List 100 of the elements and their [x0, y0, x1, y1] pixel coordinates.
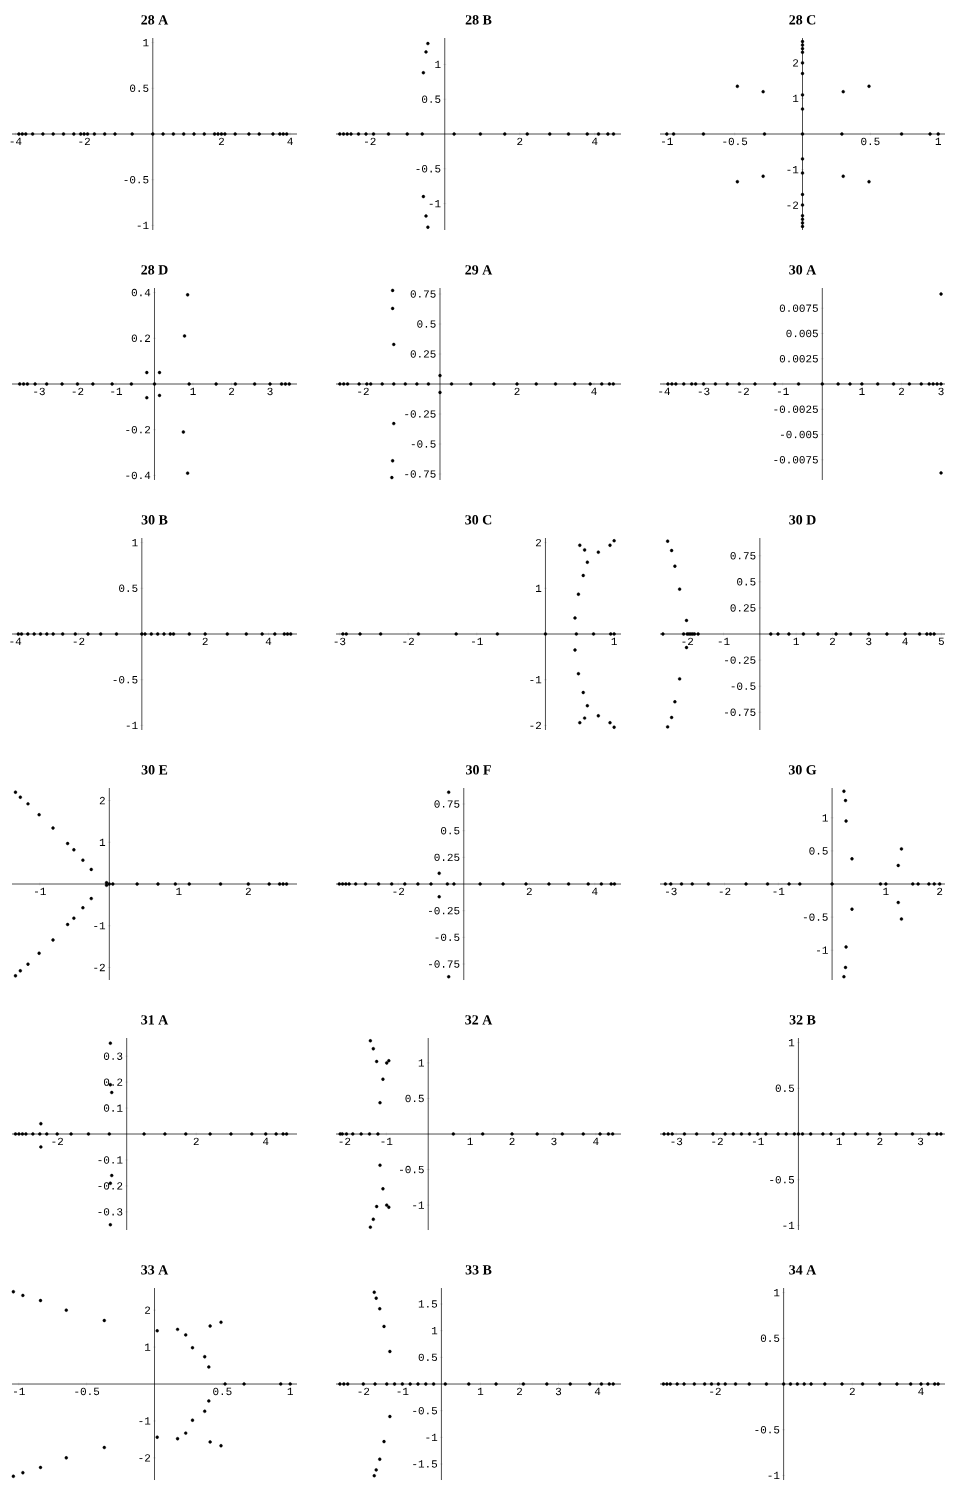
y-tick-label: 1: [774, 1288, 780, 1297]
y-tick-label: 2: [793, 59, 799, 67]
y-tick-label: -0.2: [98, 1182, 123, 1190]
chart-title: 30 A: [789, 265, 817, 275]
x-tick-label: -3: [671, 1137, 683, 1146]
x-tick-label: -1: [381, 1137, 393, 1145]
y-tick-label: -1: [768, 1471, 780, 1480]
x-tick-label: 2: [218, 137, 224, 146]
chart-title: 32 A: [465, 1015, 493, 1025]
x-tick-label: 2: [517, 137, 523, 146]
x-tick-label: -1: [718, 637, 730, 645]
x-tick-label: -2: [712, 1137, 723, 1146]
x-tick-label: 4: [592, 137, 598, 145]
x-tick-label: -2: [358, 1387, 370, 1396]
x-tick-label: 4: [593, 1137, 599, 1145]
x-tick-label: -4: [10, 137, 22, 145]
x-tick-label: -2: [79, 137, 90, 146]
y-tick-label: 0.5: [775, 1084, 795, 1093]
x-tick-label: 1: [611, 637, 617, 645]
y-tick-label: -0.5: [416, 165, 441, 173]
x-tick-label: -3: [334, 637, 346, 646]
x-tick-label: -3: [665, 887, 677, 896]
y-tick-label: -0.5: [411, 440, 436, 448]
y-tick-label: -0.75: [428, 960, 460, 968]
x-tick-label: -2: [364, 137, 376, 146]
y-tick-label: -1: [787, 165, 799, 174]
x-tick-label: 2: [516, 1387, 522, 1396]
y-tick-label: 0.005: [786, 329, 818, 338]
y-tick-label: 0.75: [434, 800, 460, 808]
y-tick-label: 0.2: [131, 334, 151, 343]
y-tick-label: 1: [143, 38, 149, 47]
y-tick-label: 0.25: [410, 350, 436, 358]
x-tick-label: -1: [397, 1387, 409, 1395]
x-tick-label: 1: [190, 387, 196, 395]
x-tick-label: 3: [917, 1137, 924, 1146]
x-tick-label: 1: [836, 1137, 842, 1145]
chart-title: 30 D: [789, 515, 816, 525]
y-tick-label: 1: [145, 1343, 151, 1351]
chart-title: 32 B: [789, 1015, 816, 1025]
y-tick-label: 1: [99, 838, 106, 846]
x-tick-label: 0.5: [861, 137, 880, 146]
x-tick-label: 4: [265, 637, 272, 645]
y-tick-label: 0.5: [417, 320, 436, 328]
x-tick-label: 1: [859, 387, 865, 395]
chart-title: 31 A: [141, 1015, 169, 1025]
y-tick-label: -0.5: [124, 176, 149, 184]
y-tick-label: -1: [817, 946, 828, 954]
y-tick-label: -0.3: [98, 1208, 123, 1216]
y-tick-label: -0.1: [98, 1156, 123, 1164]
y-tick-label: -0.005: [780, 430, 818, 439]
y-tick-label: 0.5: [809, 847, 828, 855]
x-tick-label: 2: [877, 1137, 883, 1146]
x-tick-label: 1: [935, 137, 941, 145]
y-tick-label: 1: [418, 1059, 424, 1067]
y-tick-label: 2: [145, 1306, 151, 1314]
y-tick-label: 1: [132, 538, 138, 547]
y-tick-label: -0.75: [725, 708, 756, 716]
y-tick-label: -1: [783, 1221, 795, 1230]
y-tick-label: 2: [535, 538, 541, 547]
x-tick-label: 5: [938, 637, 944, 646]
chart-title: 33 B: [465, 1265, 492, 1275]
x-tick-label: 2: [937, 887, 943, 896]
y-tick-label: -2: [139, 1454, 151, 1462]
y-tick-label: -0.25: [725, 656, 756, 664]
chart-title: 30 G: [788, 765, 817, 775]
x-tick-label: 2: [514, 387, 520, 396]
y-tick-label: -0.25: [405, 410, 436, 418]
x-tick-label: -4: [10, 637, 22, 645]
x-tick-label: -2: [393, 887, 405, 896]
y-tick-label: -0.5: [400, 1165, 424, 1174]
x-tick-label: 2: [509, 1137, 515, 1146]
y-tick-label: -2: [787, 201, 799, 209]
x-tick-label: 4: [592, 887, 598, 895]
y-tick-label: -0.0075: [774, 456, 818, 464]
y-tick-label: -1: [137, 221, 149, 230]
y-tick-label: 0.75: [410, 290, 436, 298]
x-tick-label: 2: [229, 387, 235, 396]
x-tick-label: 4: [262, 1137, 269, 1145]
y-tick-label: -0.2: [126, 426, 151, 434]
x-tick-label: -2: [358, 387, 369, 396]
y-tick-label: 0.25: [730, 604, 756, 612]
x-tick-label: 4: [591, 387, 597, 395]
y-tick-label: -1.5: [413, 1460, 438, 1468]
x-tick-label: 3: [267, 387, 273, 396]
y-tick-label: -1: [126, 721, 138, 730]
y-tick-label: 0.0075: [779, 304, 818, 312]
y-tick-label: -1: [139, 1417, 151, 1425]
y-tick-label: -0.5: [770, 1176, 795, 1184]
x-tick-label: 2: [202, 637, 208, 646]
y-tick-label: 1: [788, 1038, 795, 1047]
y-tick-label: 0.4: [131, 288, 151, 297]
y-tick-label: 0.25: [434, 853, 460, 862]
x-tick-label: 4: [594, 1387, 601, 1395]
x-tick-label: -4: [659, 387, 670, 395]
chart-title: 30 C: [465, 515, 492, 525]
y-tick-label: -2: [530, 721, 541, 730]
x-tick-label: -3: [698, 387, 710, 396]
y-tick-label: 1: [536, 584, 542, 592]
y-tick-label: 0.0025: [779, 355, 818, 363]
x-tick-label: -2: [682, 637, 694, 646]
